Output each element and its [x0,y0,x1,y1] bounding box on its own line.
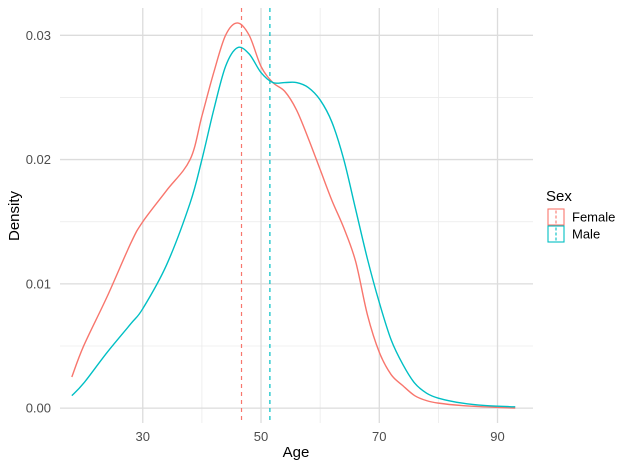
legend-label: Female [572,210,615,225]
density-curves [71,22,516,409]
x-tick-label: 50 [254,429,268,444]
axis-tick-labels: 30 50 70 90 0.00 0.01 0.02 0.03 [26,28,505,444]
x-tick-label: 30 [136,429,150,444]
y-tick-label: 0.00 [26,401,51,416]
y-tick-label: 0.03 [26,28,51,43]
y-tick-label: 0.01 [26,276,51,291]
legend-title: Sex [546,188,572,205]
legend-item-female: Female [547,208,615,226]
y-tick-label: 0.02 [26,152,51,167]
legend-item-male: Male [547,225,600,243]
mean-lines [240,8,271,423]
x-axis-title: Age [283,444,310,461]
density-curve-male [71,46,516,408]
legend: Sex Female Male [546,188,615,243]
grid-lines [60,8,533,423]
x-tick-label: 90 [490,429,504,444]
legend-label: Male [572,227,600,242]
density-curve-female [71,22,516,409]
x-tick-label: 70 [372,429,386,444]
y-axis-title: Density [6,190,23,241]
